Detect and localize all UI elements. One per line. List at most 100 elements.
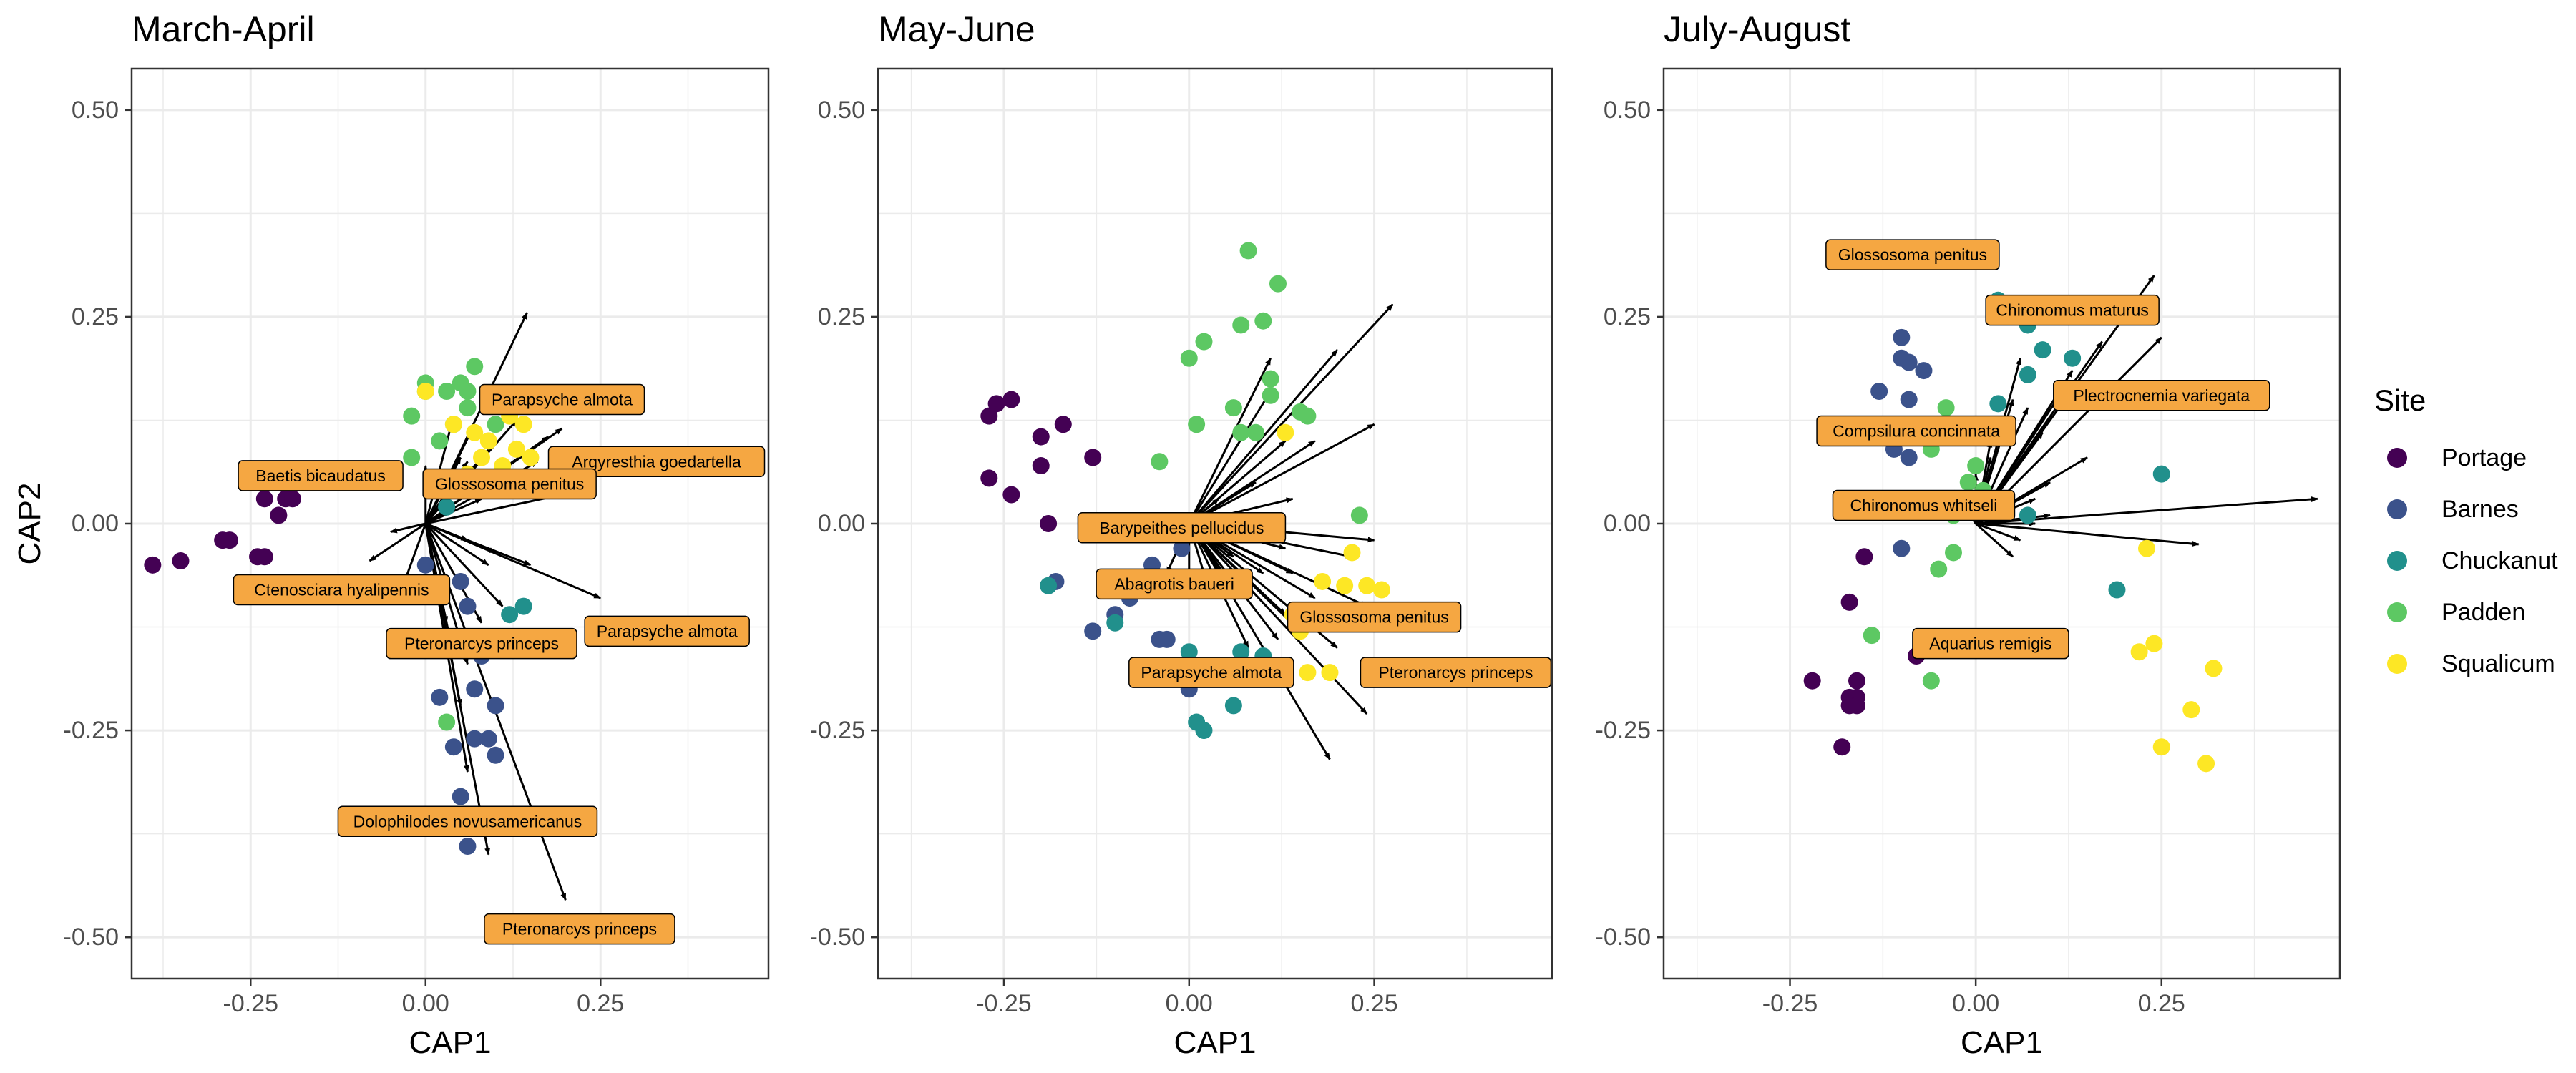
x-tick-label: 0.00 (402, 990, 449, 1017)
loading-arrow (1188, 523, 1331, 760)
species-label-text: Abagrotis baueri (1114, 574, 1234, 593)
x-axis-label: CAP1 (409, 1025, 492, 1060)
data-point-padden (1232, 316, 1250, 334)
species-label-box (1287, 601, 1462, 633)
species-label-text: Barypeithes pellucidus (1099, 519, 1264, 537)
data-point-padden (431, 432, 449, 450)
species-label-box (1912, 627, 2069, 660)
data-point-padden (1299, 407, 1317, 425)
loading-arrow (1188, 357, 1272, 524)
legend-item-padden: Padden (2387, 599, 2525, 626)
data-point-padden (1195, 333, 1213, 351)
data-point-chuckanut (2034, 341, 2051, 359)
y-tick-label: 0.50 (1604, 97, 1651, 124)
species-label-box (1360, 657, 1552, 688)
loading-arrow (424, 523, 449, 624)
data-point-padden (1930, 560, 1948, 578)
species-label-text: Glossosoma penitus (435, 474, 584, 493)
data-point-squalicum (1314, 572, 1332, 590)
data-point-squalicum (2145, 635, 2163, 652)
species-label: Parapsyche almota (1128, 657, 1294, 688)
data-point-squalicum (479, 432, 497, 450)
legend-label: Chuckanut (2441, 547, 2558, 574)
legend-swatch (2387, 448, 2407, 468)
data-point-padden (1246, 423, 1264, 441)
data-point-barnes (1900, 391, 1918, 408)
loading-arrow (1188, 303, 1394, 525)
panel-july-august: July-August Glossosoma penitus Chironomus… (1596, 9, 2341, 1060)
data-point-barnes (459, 837, 477, 855)
species-label: Baetis bicaudatus (238, 460, 404, 491)
y-tick-label: 0.25 (818, 303, 865, 330)
data-point-portage (980, 469, 998, 487)
data-point-squalicum (2138, 539, 2155, 557)
data-point-barnes (459, 597, 477, 615)
data-point-padden (466, 358, 484, 376)
data-point-chuckanut (2152, 465, 2170, 483)
legend-swatch (2387, 654, 2407, 674)
data-point-padden (487, 416, 504, 433)
data-point-chuckanut (2019, 506, 2036, 524)
panel-title: May-June (878, 9, 1035, 49)
y-tick-label: -0.25 (1596, 717, 1652, 744)
y-tick-label: 0.00 (72, 510, 119, 537)
species-label: Aquarius remigis (1912, 627, 2069, 660)
species-label: Pteronarcys princeps (484, 913, 675, 945)
loading-arrow (425, 522, 469, 542)
data-point-portage (1840, 593, 1858, 611)
data-point-chuckanut (1989, 395, 2007, 413)
data-point-barnes (1084, 622, 1102, 640)
species-label: Dolophilodes novusamericanus (337, 805, 598, 838)
data-point-portage (1833, 738, 1851, 756)
species-label: Glossosoma penitus (422, 468, 597, 500)
data-point-barnes (1158, 630, 1176, 648)
data-point-portage (1848, 672, 1865, 690)
species-label: Abagrotis baueri (1096, 568, 1253, 600)
species-label: Argyresthia goedartella (547, 446, 766, 478)
y-tick-label: -0.50 (810, 923, 866, 951)
species-label-text: Compsilura concinnata (1833, 421, 2000, 440)
data-point-padden (1967, 457, 1985, 475)
data-point-padden (1188, 416, 1206, 433)
species-label-text: Parapsyche almota (492, 391, 633, 409)
species-label-text: Dolophilodes novusamericanus (353, 812, 582, 831)
data-point-squalicum (2197, 755, 2215, 773)
data-point-padden (403, 407, 421, 425)
species-label-box (1825, 239, 2000, 270)
data-point-padden (1863, 627, 1880, 645)
plot-area: Glossosoma penitus Chironomus maturus Plec… (1664, 69, 2340, 979)
species-label: Ctenosciara hyalipennis (233, 574, 451, 606)
legend-swatch (2387, 499, 2407, 519)
data-point-squalicum (466, 423, 484, 441)
species-label: Chironomus whitseli (1832, 489, 2016, 521)
species-label-text: Parapsyche almota (1141, 663, 1282, 682)
data-point-chuckanut (1040, 577, 1058, 594)
y-tick-label: 0.00 (818, 510, 865, 537)
species-label-text: Baetis bicaudatus (255, 466, 386, 485)
loading-arrow (1188, 440, 1287, 525)
panel-title: March-April (132, 9, 315, 49)
data-point-padden (1922, 672, 1940, 690)
data-point-squalicum (507, 440, 525, 458)
species-label-box (386, 627, 577, 660)
data-point-chuckanut (2019, 366, 2036, 383)
species-label: Glossosoma penitus (1825, 239, 2000, 270)
data-point-chuckanut (1232, 643, 1250, 661)
data-point-chuckanut (1195, 722, 1213, 740)
species-label-box (1832, 489, 2016, 521)
data-point-portage (1032, 428, 1050, 446)
species-label-text: Plectrocnemia variegata (2073, 386, 2250, 405)
data-point-squalicum (473, 449, 491, 466)
species-label-text: Parapsyche almota (597, 622, 738, 640)
data-point-portage (283, 490, 301, 508)
y-tick-label: -0.50 (1596, 923, 1652, 951)
data-point-portage (270, 506, 288, 524)
data-point-barnes (479, 730, 497, 748)
y-tick-label: 0.50 (72, 97, 119, 124)
data-point-portage (1032, 457, 1050, 475)
species-label-box (584, 615, 750, 647)
data-point-barnes (452, 572, 469, 590)
data-point-barnes (1173, 539, 1191, 557)
species-label-box (1816, 415, 2016, 447)
x-tick-label: -0.25 (976, 990, 1032, 1017)
